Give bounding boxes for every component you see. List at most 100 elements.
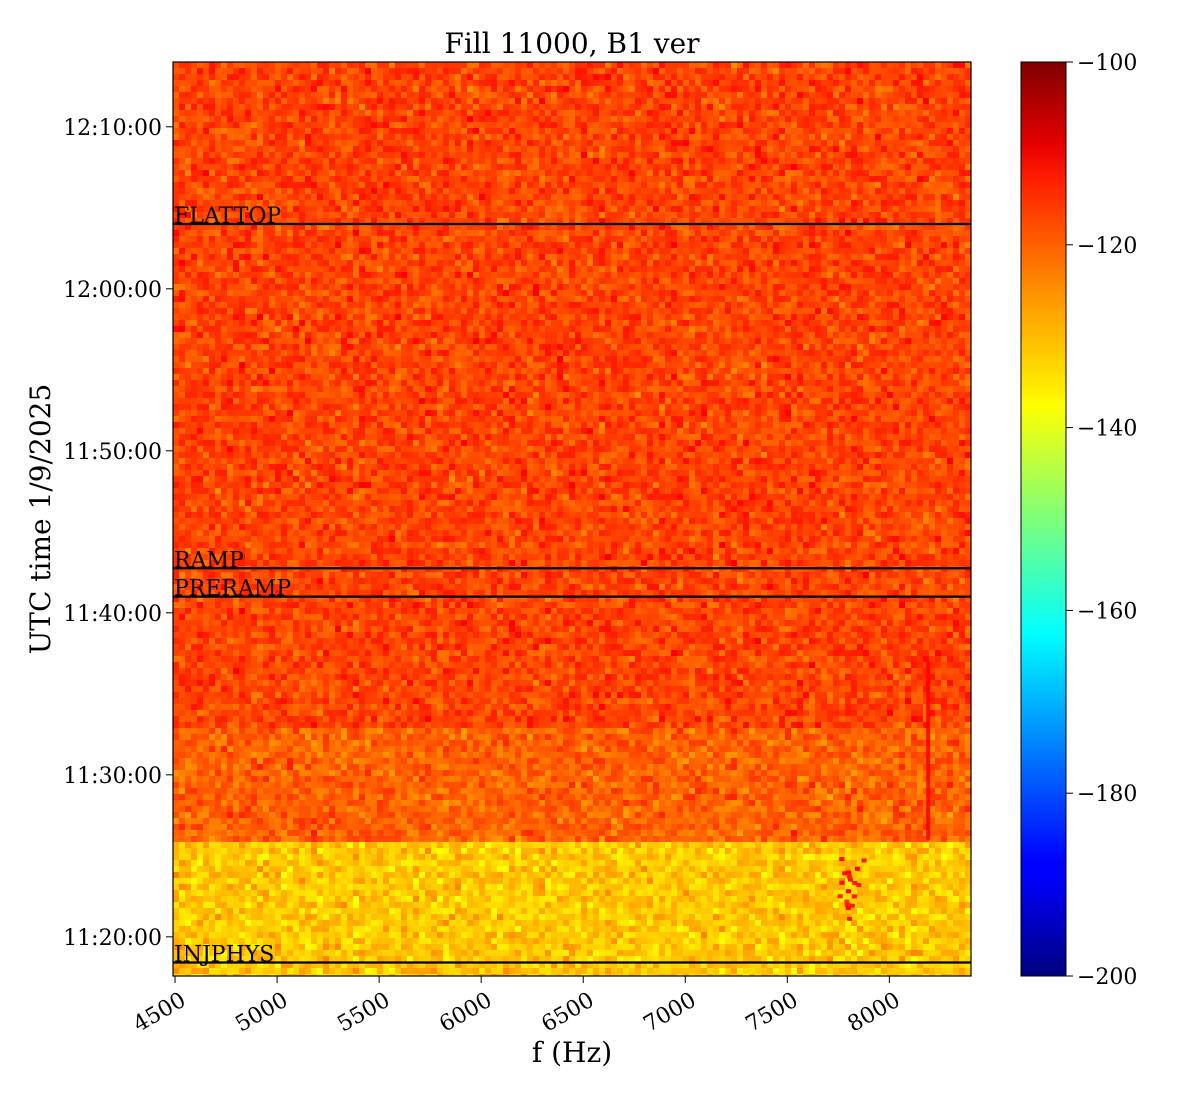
heatmap-cell bbox=[917, 68, 923, 74]
heatmap-cell bbox=[305, 176, 311, 182]
heatmap-cell bbox=[449, 80, 455, 86]
heatmap-cell bbox=[875, 92, 881, 98]
heatmap-cell bbox=[683, 170, 689, 176]
heatmap-cell bbox=[191, 164, 197, 170]
heatmap-cell bbox=[371, 110, 377, 116]
heatmap-cell bbox=[233, 116, 239, 122]
heatmap-cell bbox=[347, 104, 353, 110]
heatmap-cell bbox=[533, 74, 539, 80]
heatmap-cell bbox=[647, 128, 653, 134]
heatmap-cell bbox=[695, 236, 701, 242]
heatmap-cell bbox=[569, 182, 575, 188]
heatmap-cell bbox=[677, 266, 683, 272]
heatmap-cell bbox=[815, 158, 821, 164]
heatmap-cell bbox=[365, 104, 371, 110]
heatmap-cell bbox=[419, 134, 425, 140]
heatmap-cell bbox=[941, 128, 947, 134]
heatmap-cell bbox=[881, 164, 887, 170]
heatmap-cell bbox=[767, 212, 773, 218]
heatmap-cell bbox=[401, 206, 407, 212]
heatmap-cell bbox=[473, 62, 479, 68]
heatmap-cell bbox=[179, 152, 185, 158]
heatmap-cell bbox=[791, 110, 797, 116]
heatmap-cell bbox=[479, 74, 485, 80]
heatmap-cell bbox=[713, 182, 719, 188]
heatmap-cell bbox=[287, 134, 293, 140]
heatmap-cell bbox=[737, 176, 743, 182]
heatmap-cell bbox=[881, 128, 887, 134]
heatmap-cell bbox=[767, 146, 773, 152]
heatmap-cell bbox=[755, 200, 761, 206]
heatmap-cell bbox=[359, 92, 365, 98]
heatmap-cell bbox=[431, 188, 437, 194]
heatmap-cell bbox=[299, 122, 305, 128]
heatmap-cell bbox=[227, 74, 233, 80]
heatmap-cell bbox=[869, 272, 875, 278]
heatmap-cell bbox=[731, 122, 737, 128]
heatmap-cell bbox=[287, 80, 293, 86]
heatmap-cell bbox=[701, 122, 707, 128]
heatmap-cell bbox=[569, 242, 575, 248]
heatmap-cell bbox=[875, 152, 881, 158]
heatmap-cell bbox=[521, 122, 527, 128]
heatmap-cell bbox=[329, 104, 335, 110]
heatmap-cell bbox=[893, 194, 899, 200]
heatmap-cell bbox=[635, 194, 641, 200]
heatmap-cell bbox=[659, 266, 665, 272]
heatmap-cell bbox=[563, 266, 569, 272]
heatmap-cell bbox=[485, 194, 491, 200]
heatmap-cell bbox=[845, 206, 851, 212]
heatmap-cell bbox=[701, 266, 707, 272]
heatmap-cell bbox=[731, 152, 737, 158]
heatmap-cell bbox=[869, 236, 875, 242]
heatmap-cell bbox=[527, 272, 533, 278]
heatmap-cell bbox=[683, 68, 689, 74]
heatmap-cell bbox=[389, 74, 395, 80]
heatmap-cell bbox=[875, 194, 881, 200]
heatmap-cell bbox=[641, 194, 647, 200]
heatmap-cell bbox=[599, 176, 605, 182]
heatmap-cell bbox=[197, 230, 203, 236]
heatmap-cell bbox=[233, 266, 239, 272]
heatmap-cell bbox=[623, 266, 629, 272]
heatmap-cell bbox=[431, 260, 437, 266]
heatmap-cell bbox=[527, 62, 533, 68]
heatmap-cell bbox=[395, 140, 401, 146]
heatmap-cell bbox=[563, 170, 569, 176]
heatmap-cell bbox=[941, 236, 947, 242]
heatmap-cell bbox=[827, 248, 833, 254]
heatmap-cell bbox=[305, 98, 311, 104]
heatmap-cell bbox=[173, 176, 179, 182]
heatmap-cell bbox=[293, 158, 299, 164]
heatmap-cell bbox=[737, 62, 743, 68]
heatmap-cell bbox=[959, 98, 965, 104]
heatmap-cell bbox=[341, 158, 347, 164]
heatmap-cell bbox=[851, 272, 857, 278]
heatmap-cell bbox=[737, 92, 743, 98]
heatmap-cell bbox=[173, 164, 179, 170]
heatmap-cell bbox=[665, 134, 671, 140]
heatmap-cell bbox=[923, 80, 929, 86]
heatmap-cell bbox=[749, 110, 755, 116]
heatmap-cell bbox=[485, 110, 491, 116]
heatmap-cell bbox=[191, 110, 197, 116]
heatmap-cell bbox=[407, 272, 413, 278]
heatmap-cell bbox=[929, 170, 935, 176]
heatmap-cell bbox=[461, 188, 467, 194]
heatmap-cell bbox=[707, 146, 713, 152]
heatmap-cell bbox=[467, 266, 473, 272]
heatmap-cell bbox=[617, 284, 623, 290]
heatmap-cell bbox=[911, 182, 917, 188]
heatmap-cell bbox=[323, 140, 329, 146]
heatmap-cell bbox=[437, 206, 443, 212]
heatmap-cell bbox=[599, 158, 605, 164]
heatmap-cell bbox=[893, 188, 899, 194]
heatmap-cell bbox=[647, 164, 653, 170]
heatmap-cell bbox=[431, 236, 437, 242]
heatmap-cell bbox=[287, 188, 293, 194]
heatmap-cell bbox=[389, 110, 395, 116]
heatmap-cell bbox=[821, 116, 827, 122]
heatmap-cell bbox=[185, 242, 191, 248]
heatmap-cell bbox=[887, 248, 893, 254]
heatmap-cell bbox=[653, 110, 659, 116]
